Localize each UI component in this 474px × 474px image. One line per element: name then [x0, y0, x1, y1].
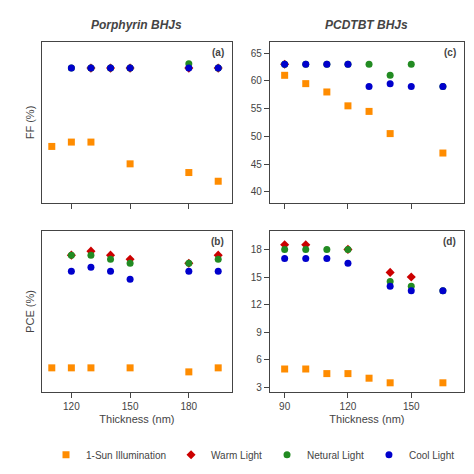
svg-text:120: 120: [63, 401, 80, 412]
svg-text:Netural Light: Netural Light: [307, 450, 364, 461]
svg-text:50: 50: [251, 131, 263, 142]
svg-text:40: 40: [251, 186, 263, 197]
svg-text:1-Sun Illumination: 1-Sun Illumination: [86, 450, 166, 461]
svg-text:PCDTBT BHJs: PCDTBT BHJs: [325, 18, 408, 32]
svg-text:(a): (a): [212, 47, 224, 58]
svg-text:Cool Light: Cool Light: [409, 450, 454, 461]
svg-text:Thickness (nm): Thickness (nm): [99, 413, 174, 425]
svg-text:(d): (d): [443, 236, 456, 247]
svg-text:9: 9: [256, 327, 262, 338]
svg-text:45: 45: [251, 159, 263, 170]
svg-text:(c): (c): [444, 47, 456, 58]
svg-text:55: 55: [251, 103, 263, 114]
svg-text:Thickness (nm): Thickness (nm): [329, 413, 404, 425]
svg-text:18: 18: [251, 244, 263, 255]
svg-text:60: 60: [251, 75, 263, 86]
svg-text:(b): (b): [211, 236, 224, 247]
svg-text:PCE (%): PCE (%): [24, 290, 36, 333]
svg-text:Porphyrin BHJs: Porphyrin BHJs: [91, 18, 182, 32]
svg-text:150: 150: [122, 401, 139, 412]
svg-text:90: 90: [279, 401, 291, 412]
svg-text:65: 65: [251, 48, 263, 59]
svg-text:Warm Light: Warm Light: [211, 450, 262, 461]
svg-text:120: 120: [340, 401, 357, 412]
svg-text:3: 3: [256, 382, 262, 393]
svg-text:15: 15: [251, 272, 263, 283]
svg-text:6: 6: [256, 354, 262, 365]
svg-text:FF (%): FF (%): [24, 106, 36, 140]
svg-text:180: 180: [180, 401, 197, 412]
svg-text:150: 150: [403, 401, 420, 412]
svg-text:12: 12: [251, 299, 263, 310]
